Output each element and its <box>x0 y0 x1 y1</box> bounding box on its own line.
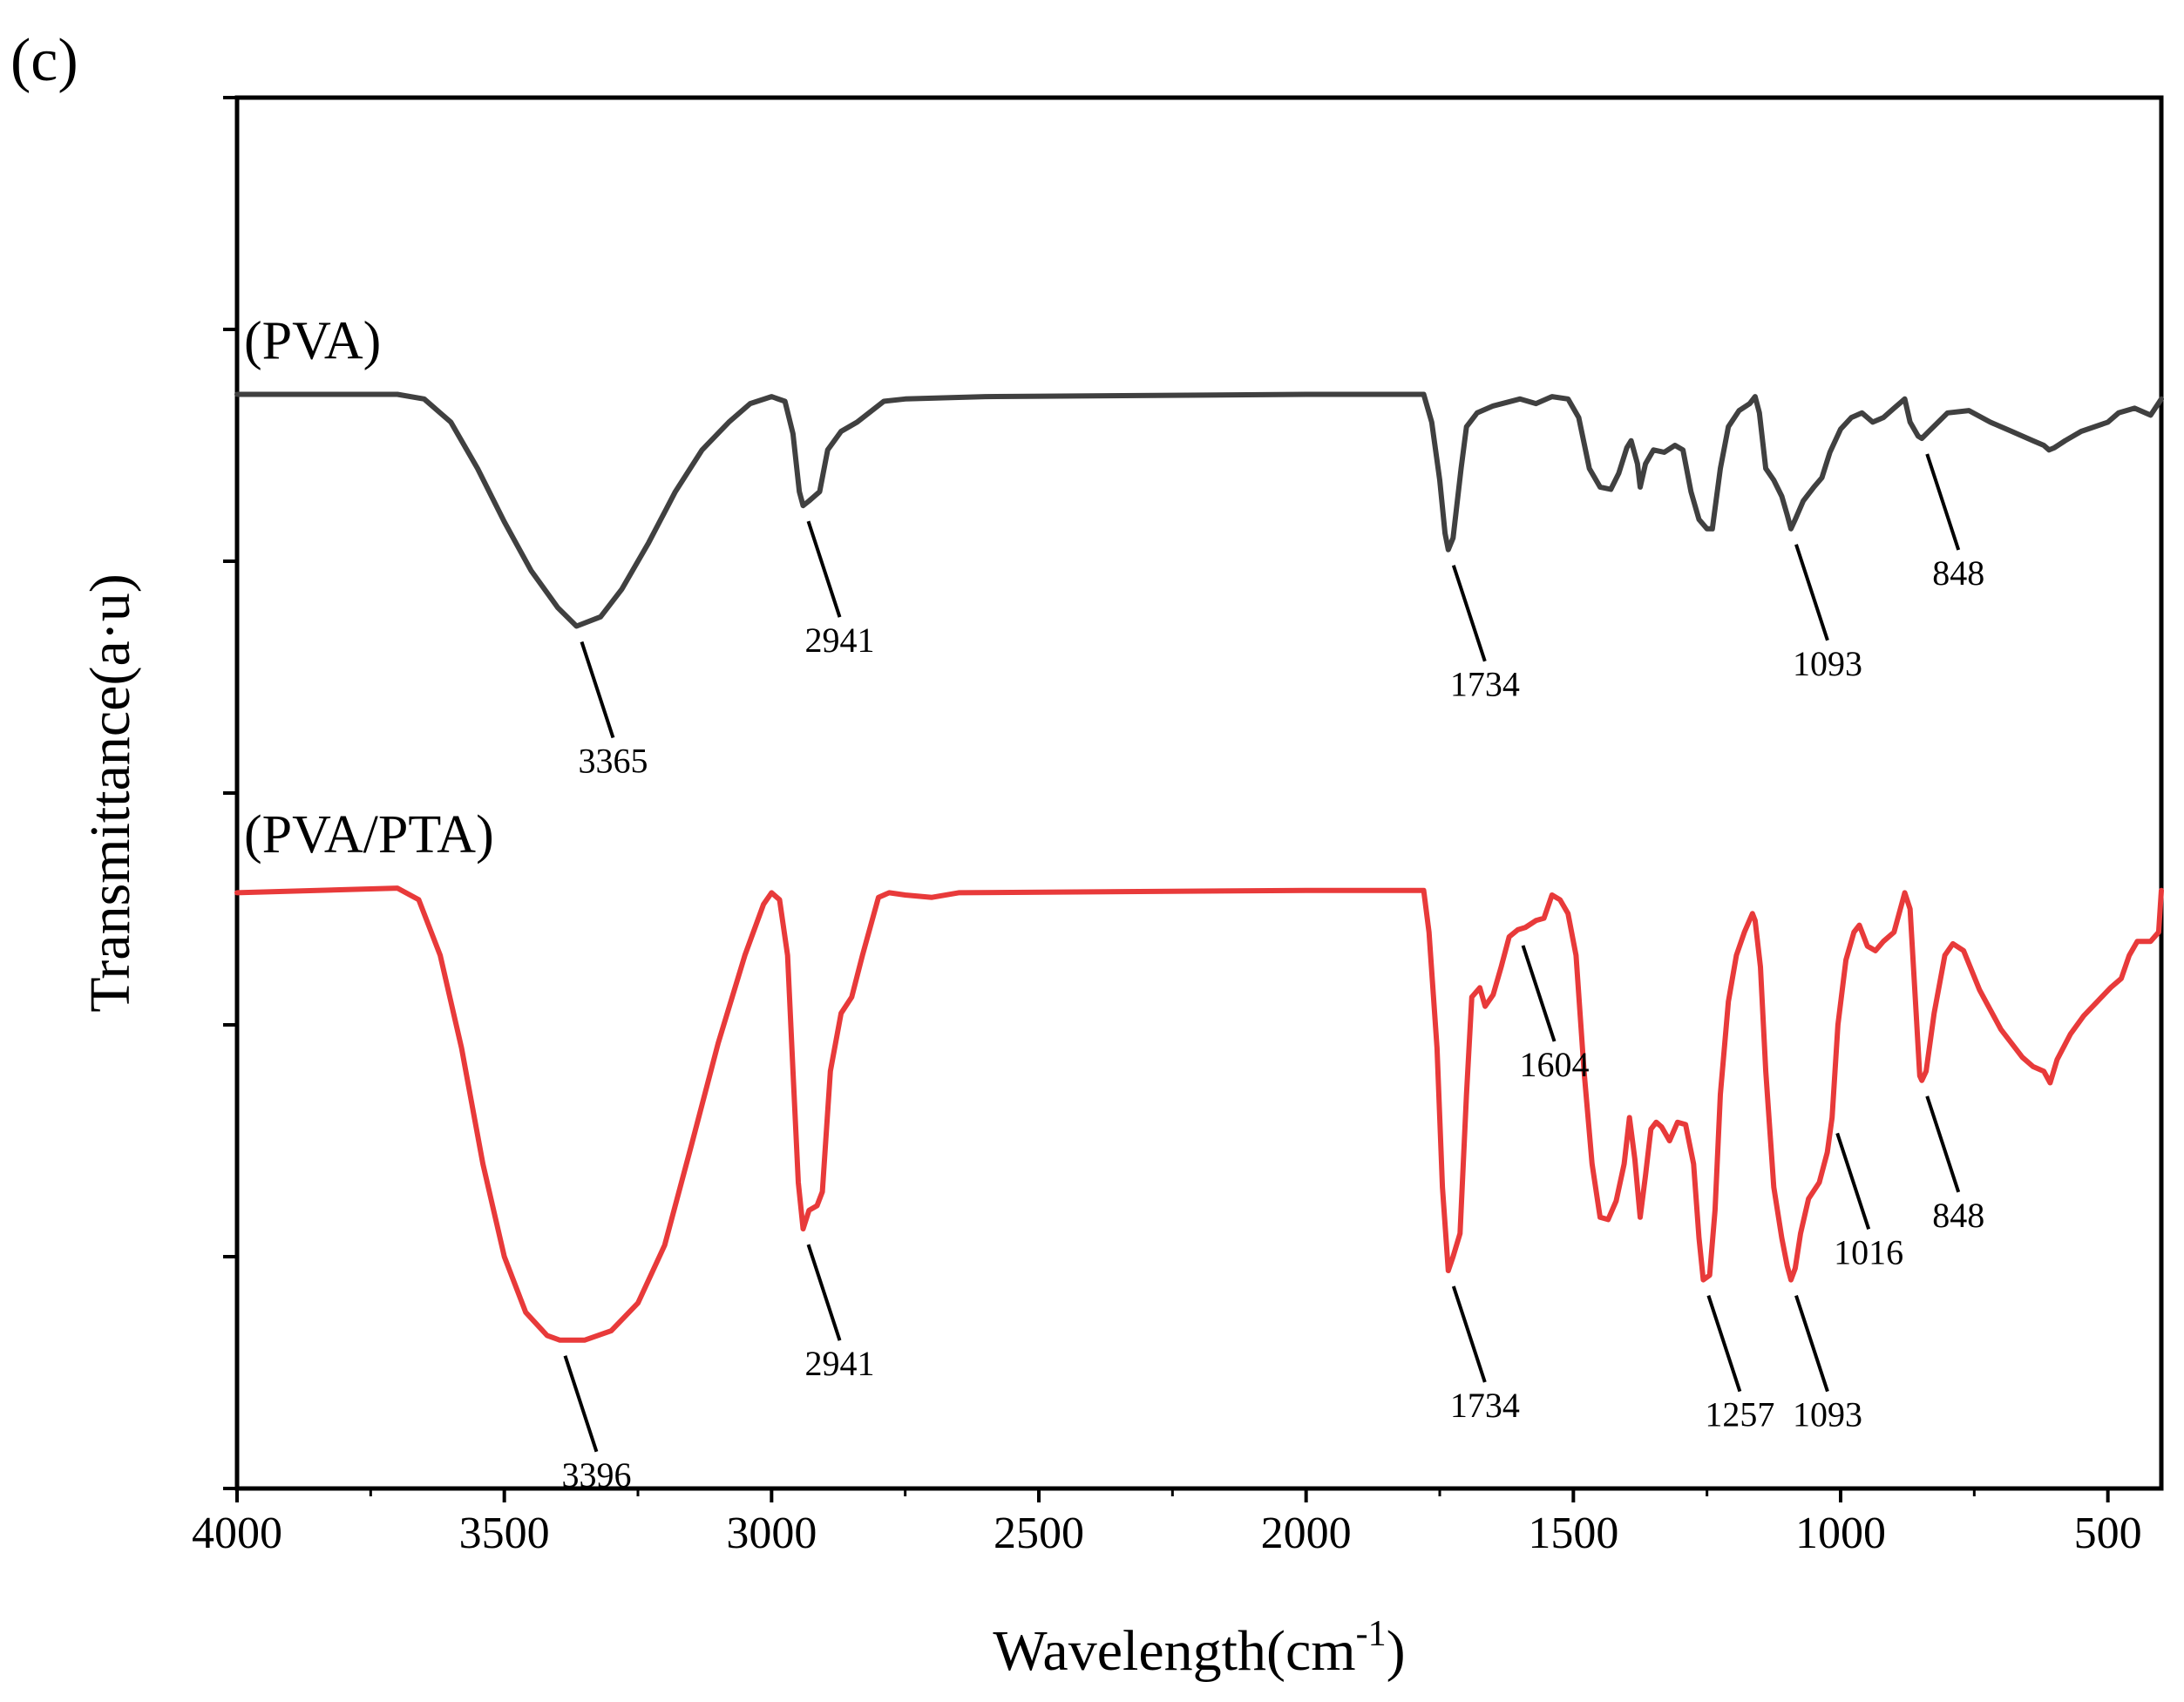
peak-leader-line <box>1835 1132 1871 1231</box>
series-line-pva-pta <box>234 885 2164 1343</box>
x-tick-label: 1000 <box>1795 1509 1886 1558</box>
plot-frame <box>234 95 2164 1491</box>
peak-label: 848 <box>1932 553 1984 593</box>
peak-leader-line <box>1794 1294 1829 1393</box>
peak-leader-line <box>806 520 842 618</box>
peak-leader-line <box>1925 1095 1961 1193</box>
x-tick-label: 3500 <box>459 1509 550 1558</box>
plot-area: 4000 3500 3000 2500 2000 1500 1000 500 (PVA) (PVA… <box>192 95 2164 1558</box>
x-tick-label: 3000 <box>726 1509 817 1558</box>
x-tick-label: 2000 <box>1261 1509 1352 1558</box>
peak-label: 1093 <box>1793 1395 1862 1434</box>
peak-label: 2941 <box>805 620 875 660</box>
peak-leader-line <box>806 1244 842 1341</box>
peak-leader-line <box>563 1355 599 1453</box>
series-line-pva <box>234 391 2164 629</box>
peak-leader-line <box>1521 945 1557 1042</box>
series-label-pva: (PVA) <box>244 311 381 370</box>
peak-label: 3396 <box>561 1455 631 1495</box>
series-label-pva-pta: (PVA/PTA) <box>244 805 494 865</box>
peak-leader-line <box>1794 544 1829 641</box>
x-axis-title-main: Wavelength(cm <box>993 1619 1355 1683</box>
peak-label: 3365 <box>578 741 648 780</box>
peak-label: 1093 <box>1793 644 1862 683</box>
y-axis-title: Transmittance(a·u) <box>78 573 142 1012</box>
peak-leader-line <box>580 641 615 739</box>
peak-label: 1016 <box>1834 1232 1903 1271</box>
peak-label: 1734 <box>1450 665 1520 704</box>
peak-leader-line <box>1706 1294 1742 1393</box>
x-tick-label: 500 <box>2074 1509 2142 1558</box>
peak-leader-line <box>1451 565 1487 662</box>
x-tick-label: 4000 <box>192 1509 282 1558</box>
peak-label: 1734 <box>1450 1386 1520 1425</box>
peak-leader-line <box>1925 453 1961 551</box>
x-axis-title-superscript: -1 <box>1356 1614 1387 1654</box>
peak-label: 2941 <box>805 1344 875 1383</box>
x-axis-title: Wavelength(cm-1) <box>993 1614 1405 1683</box>
panel-label: (c) <box>10 27 78 94</box>
peak-leader-line <box>1451 1285 1487 1383</box>
x-axis-title-close: ) <box>1387 1619 1406 1683</box>
x-tick-label: 2500 <box>994 1509 1084 1558</box>
peak-label: 848 <box>1932 1196 1984 1235</box>
peak-label: 1257 <box>1705 1395 1774 1434</box>
peak-label: 1604 <box>1520 1045 1590 1084</box>
x-tick-label: 1500 <box>1528 1509 1618 1558</box>
